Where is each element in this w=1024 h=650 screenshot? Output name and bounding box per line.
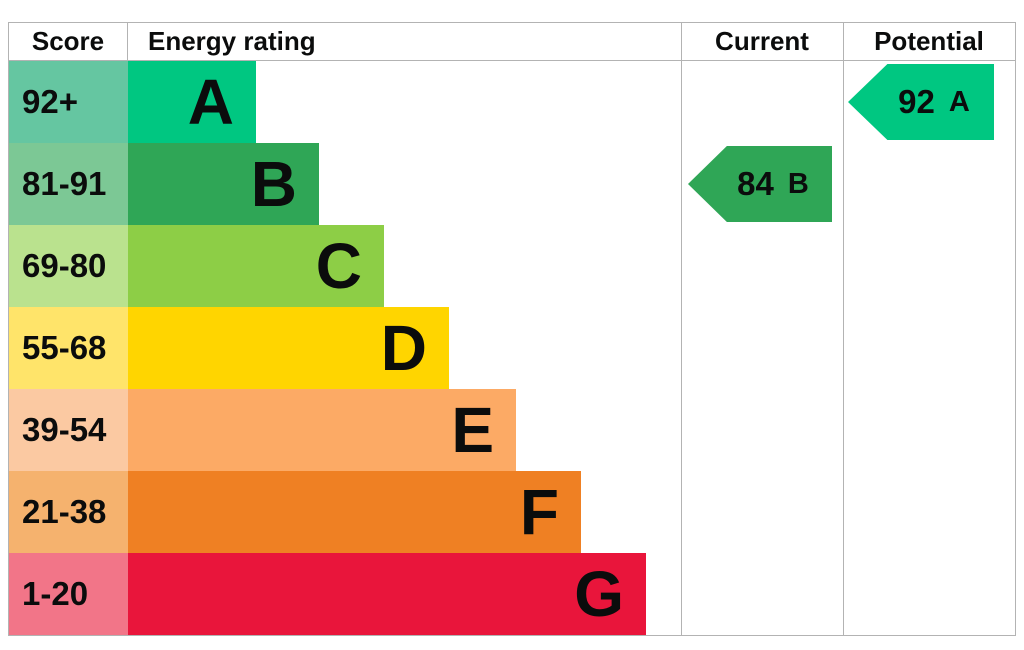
potential-rating-letter: A <box>948 85 970 118</box>
band-row-e: 39-54 E <box>9 389 681 471</box>
band-row-d: 55-68 D <box>9 307 681 389</box>
band-score-b: 81-91 <box>9 143 128 225</box>
bands-area: 92+ A 81-91 B 69-80 C 55-68 D 39-54 E 21… <box>9 61 681 635</box>
band-row-c: 69-80 C <box>9 225 681 307</box>
header-score: Score <box>9 23 128 60</box>
epc-table: Score Energy rating Current Potential 92… <box>8 22 1016 636</box>
band-letter-d: D <box>380 312 427 384</box>
band-row-g: 1-20 G <box>9 553 681 635</box>
column-divider-current <box>681 23 682 635</box>
band-bar-b: B <box>128 143 319 225</box>
band-score-a: 92+ <box>9 61 128 143</box>
header-energy-rating: Energy rating <box>148 26 316 56</box>
band-bar-d: D <box>128 307 449 389</box>
band-score-c: 69-80 <box>9 225 128 307</box>
header-current: Current <box>715 26 809 56</box>
current-rating-letter: B <box>787 167 809 200</box>
band-bar-f: F <box>128 471 581 553</box>
current-rating-arrow: 84 B <box>688 146 832 222</box>
band-row-a: 92+ A <box>9 61 681 143</box>
potential-rating-score: 92 <box>898 83 935 120</box>
current-rating-score: 84 <box>737 165 774 202</box>
column-divider-potential <box>843 23 844 635</box>
band-bar-e: E <box>128 389 516 471</box>
band-row-f: 21-38 F <box>9 471 681 553</box>
band-bar-c: C <box>128 225 384 307</box>
band-row-b: 81-91 B <box>9 143 681 225</box>
band-letter-c: C <box>315 230 362 302</box>
band-letter-g: G <box>574 558 624 630</box>
band-letter-b: B <box>250 148 297 220</box>
band-score-e: 39-54 <box>9 389 128 471</box>
header-potential: Potential <box>874 26 984 56</box>
table-header: Score Energy rating Current Potential <box>9 23 1015 61</box>
band-letter-f: F <box>519 476 559 548</box>
band-score-d: 55-68 <box>9 307 128 389</box>
band-letter-e: E <box>451 394 494 466</box>
band-score-g: 1-20 <box>9 553 128 635</box>
band-bar-g: G <box>128 553 646 635</box>
band-letter-a: A <box>187 66 234 138</box>
band-score-f: 21-38 <box>9 471 128 553</box>
potential-rating-arrow: 92 A <box>848 64 994 140</box>
band-bar-a: A <box>128 61 256 143</box>
